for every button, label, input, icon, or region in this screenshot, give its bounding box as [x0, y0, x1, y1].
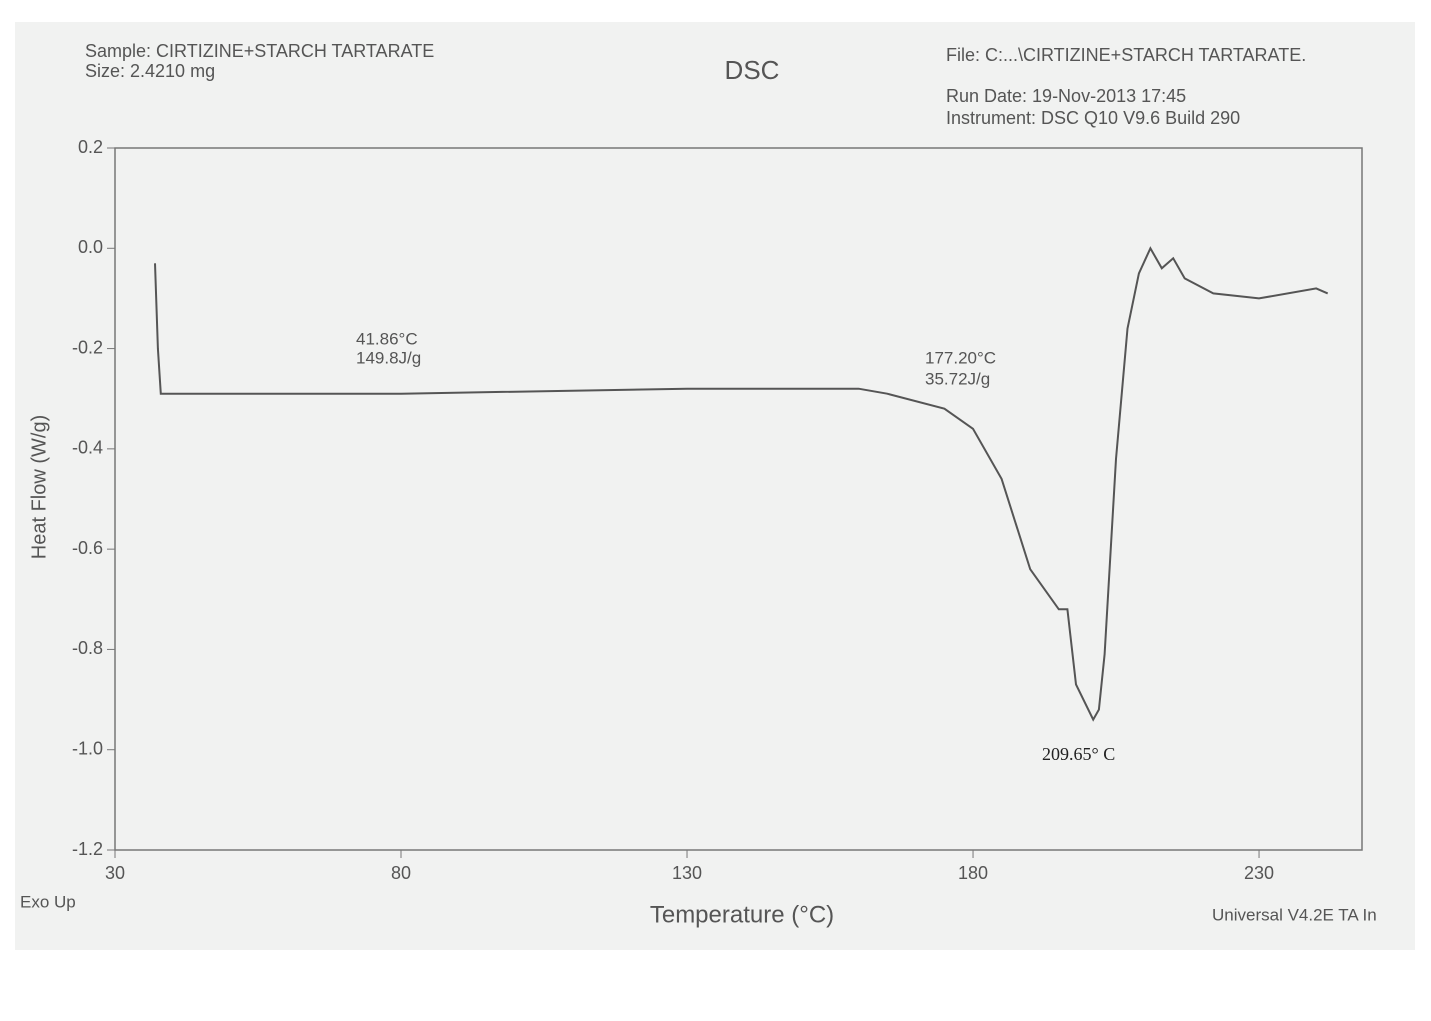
exo-label: Exo Up: [20, 892, 76, 911]
annotation: 35.72J/g: [925, 369, 990, 388]
y-tick-label: -0.4: [72, 438, 103, 458]
size: Size: 2.4210 mg: [85, 61, 215, 81]
file: File: C:...\CIRTIZINE+STARCH TARTARATE.: [946, 45, 1306, 65]
sample: Sample: CIRTIZINE+STARCH TARTARATE: [85, 41, 434, 61]
x-axis-label: Temperature (°C): [650, 901, 834, 928]
software: Universal V4.2E TA In: [1212, 905, 1377, 924]
annotation: 149.8J/g: [356, 348, 421, 367]
x-tick-label: 80: [391, 863, 411, 883]
y-tick-label: -0.8: [72, 638, 103, 658]
x-tick-label: 180: [958, 863, 988, 883]
heat-flow-line: [154, 246, 1329, 722]
annotation: 177.20°C: [925, 348, 996, 367]
chart-title: DSC: [725, 55, 780, 85]
x-tick-label: 30: [105, 863, 125, 883]
plot-frame: [114, 147, 1363, 851]
x-tick-label: 230: [1244, 863, 1274, 883]
y-tick-label: -1.2: [72, 839, 103, 859]
y-axis-label: Heat Flow (W/g): [28, 415, 50, 559]
run-date: Run Date: 19-Nov-2013 17:45: [946, 86, 1186, 106]
y-tick-label: -0.2: [72, 337, 103, 357]
annotation: 209.65° C: [1042, 744, 1115, 764]
x-tick-label: 130: [672, 863, 702, 883]
y-tick-label: -1.0: [72, 738, 103, 758]
paper: [15, 22, 1415, 950]
annotation: 41.86°C: [356, 329, 418, 348]
instrument: Instrument: DSC Q10 V9.6 Build 290: [946, 108, 1240, 128]
y-tick-label: 0.0: [78, 237, 103, 257]
y-tick-label: 0.2: [78, 137, 103, 157]
y-tick-label: -0.6: [72, 538, 103, 558]
